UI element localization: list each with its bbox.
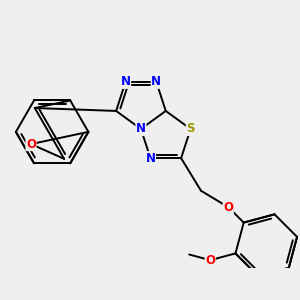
Text: O: O [205, 254, 215, 267]
Text: N: N [121, 75, 130, 88]
Text: N: N [151, 75, 161, 88]
Text: N: N [136, 122, 146, 136]
Text: S: S [186, 122, 195, 136]
Text: N: N [146, 152, 155, 165]
Text: O: O [223, 201, 233, 214]
Text: O: O [26, 138, 36, 151]
